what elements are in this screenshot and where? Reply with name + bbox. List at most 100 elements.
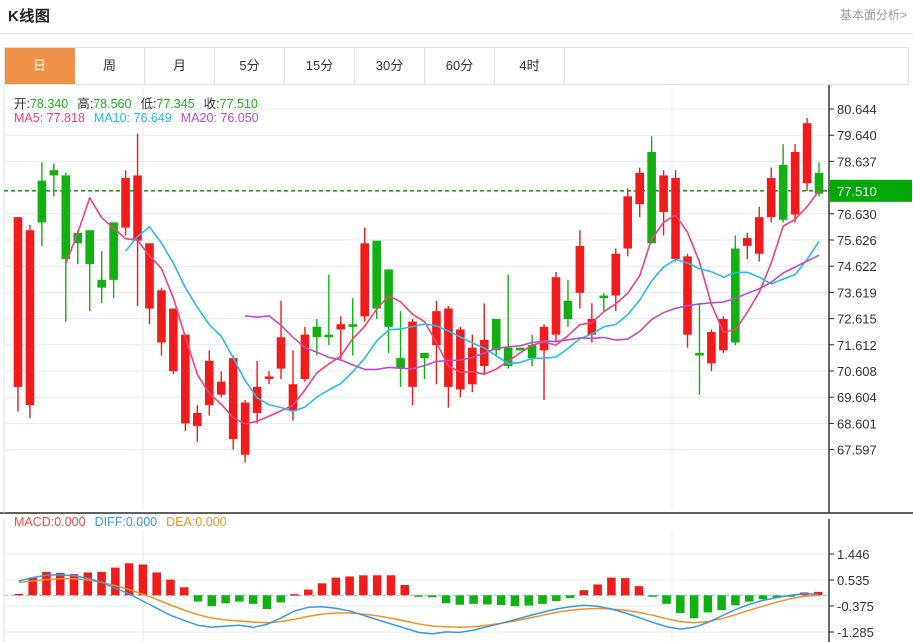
candle-body[interactable] <box>527 345 537 359</box>
tab-6[interactable]: 60分 <box>425 48 495 84</box>
macd-axis-label: -0.375 <box>837 599 874 614</box>
macd-bar <box>14 593 24 596</box>
fundamental-analysis-link[interactable]: 基本面分析> <box>839 8 907 22</box>
candle-body[interactable] <box>623 196 633 249</box>
candle-body[interactable] <box>515 347 525 351</box>
candle-body[interactable] <box>647 151 656 244</box>
candle-body[interactable] <box>671 178 680 259</box>
candle-body[interactable] <box>814 172 824 194</box>
candle-body[interactable] <box>587 318 597 335</box>
tab-5[interactable]: 30分 <box>355 48 425 84</box>
candle-body[interactable] <box>73 232 83 244</box>
candle-body[interactable] <box>384 269 393 327</box>
tab-3[interactable]: 5分 <box>215 48 285 84</box>
candle-body[interactable] <box>372 240 381 309</box>
candle-body[interactable] <box>503 347 513 366</box>
candle-body[interactable] <box>467 347 477 385</box>
candle-body[interactable] <box>312 326 322 338</box>
candle-body[interactable] <box>742 238 752 246</box>
candle-body[interactable] <box>754 217 764 254</box>
tab-0[interactable]: 日 <box>5 48 75 84</box>
period-tabbar: 日周月 5分 15分 30分 60分 4时 <box>4 47 909 85</box>
candle-body[interactable] <box>276 337 286 369</box>
candle-body[interactable] <box>193 412 202 427</box>
macd-bar <box>744 595 754 602</box>
candle-body[interactable] <box>348 324 358 327</box>
candle-body[interactable] <box>659 175 668 212</box>
macd-bar <box>662 595 671 604</box>
candle-body[interactable] <box>563 300 573 319</box>
tab-1[interactable]: 周 <box>75 48 145 84</box>
candle-body[interactable] <box>336 324 346 330</box>
macd-label: MACD: <box>14 515 55 529</box>
candle-body[interactable] <box>204 360 214 406</box>
candle-body[interactable] <box>360 243 370 317</box>
macd-bar <box>634 586 644 596</box>
tab-4[interactable]: 15分 <box>285 48 355 84</box>
candle-body[interactable] <box>264 376 274 380</box>
candle-body[interactable] <box>240 402 250 455</box>
macd-axis-label: 1.446 <box>837 547 870 562</box>
macd-histogram <box>14 563 823 619</box>
candle-body[interactable] <box>25 230 35 406</box>
macd-bar <box>124 563 134 596</box>
candle-body[interactable] <box>97 279 106 288</box>
candle-body[interactable] <box>778 164 788 220</box>
candle-body[interactable] <box>85 230 95 265</box>
open-value: 78.340 <box>29 97 69 111</box>
kline-chart-svg[interactable]: 80.644 79.640 78.637 77.510 76.630 75.626 74.6… <box>0 85 913 642</box>
candle-body[interactable] <box>300 334 310 380</box>
candle-body[interactable] <box>683 256 692 335</box>
candle-body[interactable] <box>252 386 262 413</box>
macd-bar <box>648 595 658 597</box>
candle-body[interactable] <box>109 222 118 280</box>
candle-body[interactable] <box>539 326 549 351</box>
candle-body[interactable] <box>181 334 190 424</box>
candle-body[interactable] <box>408 321 417 387</box>
price-axis-label: 70.608 <box>837 364 877 379</box>
macd-axis-label: 0.535 <box>837 573 870 588</box>
candle-body[interactable] <box>420 352 429 359</box>
candle-body[interactable] <box>324 334 334 338</box>
candle-body[interactable] <box>432 311 441 346</box>
ma10-label: MA10: <box>93 111 131 125</box>
candle-body[interactable] <box>37 180 47 223</box>
current-price-tag-text: 77.510 <box>837 184 877 199</box>
candle-body[interactable] <box>216 381 226 395</box>
candle-body[interactable] <box>121 178 130 228</box>
candle-body[interactable] <box>635 172 644 205</box>
candle-body[interactable] <box>169 308 178 372</box>
candle-body[interactable] <box>599 295 609 299</box>
candle-body[interactable] <box>157 290 166 343</box>
candle-body[interactable] <box>491 318 501 351</box>
candle-body[interactable] <box>695 352 704 356</box>
candle-body[interactable] <box>790 151 800 215</box>
ma5-value: 77.818 <box>46 111 85 125</box>
candle-body[interactable] <box>719 318 728 351</box>
candle-body[interactable] <box>611 253 621 296</box>
tab-7[interactable]: 4时 <box>495 48 565 84</box>
price-axis-label: 79.640 <box>837 128 877 143</box>
candle-body[interactable] <box>575 245 585 293</box>
macd-axis-label: -1.285 <box>837 625 874 640</box>
dea-line <box>18 577 819 629</box>
candle-body[interactable] <box>133 175 142 241</box>
macd-bar <box>303 589 313 596</box>
candle-body[interactable] <box>61 175 71 259</box>
candle-body[interactable] <box>766 178 776 218</box>
tab-2[interactable]: 月 <box>145 48 215 84</box>
candle-body[interactable] <box>145 243 154 309</box>
macd-bar <box>262 595 272 610</box>
candle-body[interactable] <box>49 170 59 176</box>
candle-body[interactable] <box>707 332 716 364</box>
candle-body[interactable] <box>551 277 561 335</box>
candle-body[interactable] <box>288 384 298 411</box>
candle-body[interactable] <box>13 217 23 387</box>
candle-body[interactable] <box>731 248 740 343</box>
candle-body[interactable] <box>228 358 238 440</box>
low-label: 低: <box>140 97 157 111</box>
candle-body[interactable] <box>396 358 405 369</box>
price-axis-label: 69.604 <box>837 390 877 405</box>
candle-body[interactable] <box>444 308 453 387</box>
candle-body[interactable] <box>802 123 812 184</box>
